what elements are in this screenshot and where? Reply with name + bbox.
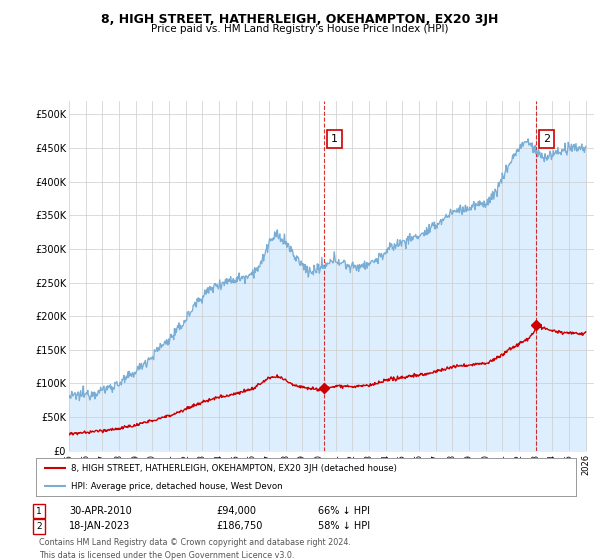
Text: 18-JAN-2023: 18-JAN-2023: [69, 521, 130, 531]
Text: HPI: Average price, detached house, West Devon: HPI: Average price, detached house, West…: [71, 482, 283, 491]
Text: 30-APR-2010: 30-APR-2010: [69, 506, 132, 516]
Text: 1: 1: [36, 507, 42, 516]
Text: £94,000: £94,000: [216, 506, 256, 516]
Text: 66% ↓ HPI: 66% ↓ HPI: [318, 506, 370, 516]
Text: 1: 1: [331, 134, 338, 144]
Text: Price paid vs. HM Land Registry's House Price Index (HPI): Price paid vs. HM Land Registry's House …: [151, 24, 449, 34]
Text: 2: 2: [543, 134, 550, 144]
Text: 8, HIGH STREET, HATHERLEIGH, OKEHAMPTON, EX20 3JH (detached house): 8, HIGH STREET, HATHERLEIGH, OKEHAMPTON,…: [71, 464, 397, 473]
Text: £186,750: £186,750: [216, 521, 262, 531]
Text: 58% ↓ HPI: 58% ↓ HPI: [318, 521, 370, 531]
Text: Contains HM Land Registry data © Crown copyright and database right 2024.
This d: Contains HM Land Registry data © Crown c…: [39, 538, 351, 559]
Text: 8, HIGH STREET, HATHERLEIGH, OKEHAMPTON, EX20 3JH: 8, HIGH STREET, HATHERLEIGH, OKEHAMPTON,…: [101, 13, 499, 26]
Text: 2: 2: [36, 522, 42, 531]
